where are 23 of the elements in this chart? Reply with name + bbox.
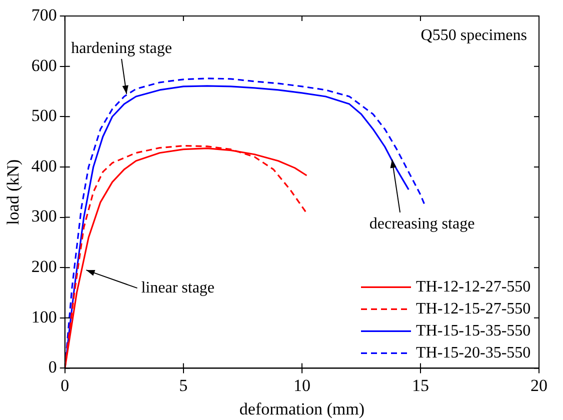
x-tick-label: 5 (179, 376, 188, 395)
y-axis-title: load (kN) (4, 159, 23, 225)
y-tick-label: 700 (31, 5, 57, 24)
annotation: Q550 specimens (420, 27, 527, 44)
y-tick-label: 400 (31, 156, 57, 176)
y-tick-label: 300 (31, 206, 57, 226)
y-tick-label: 200 (31, 257, 57, 276)
annotation: linear stage (141, 279, 215, 296)
legend-label: TH-12-15-27-550 (416, 300, 531, 318)
x-axis-title: deformation (mm) (239, 399, 365, 418)
x-tick-label: 15 (412, 376, 429, 395)
annotation: hardening stage (71, 40, 172, 58)
y-tick-label: 600 (31, 56, 57, 75)
y-tick-label: 100 (31, 307, 57, 326)
y-tick-label: 500 (31, 106, 57, 126)
x-tick-label: 20 (530, 376, 548, 395)
legend-label: TH-15-20-35-550 (416, 344, 531, 362)
annotation: decreasing stage (369, 216, 475, 233)
legend-label: TH-12-12-27-550 (416, 278, 531, 296)
x-tick-label: 0 (60, 376, 70, 395)
y-tick-label: 0 (48, 358, 57, 377)
x-tick-label: 10 (293, 376, 310, 395)
legend-label: TH-15-15-35-550 (416, 322, 531, 340)
